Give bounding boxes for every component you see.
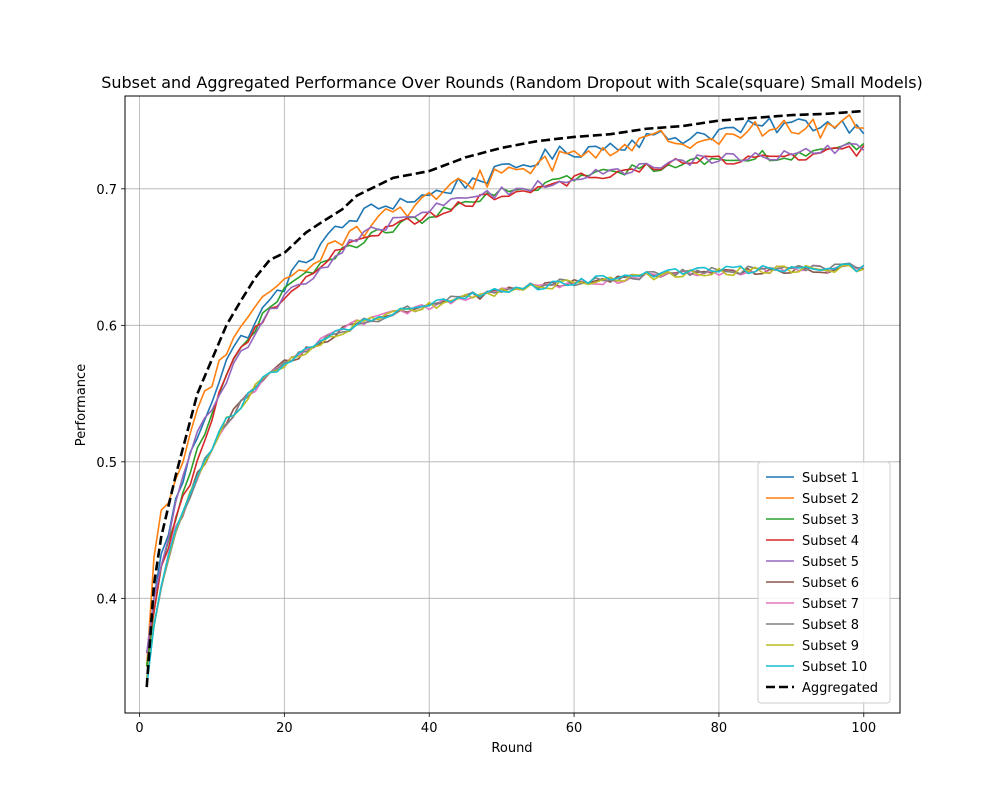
- series-lines: [145, 109, 865, 688]
- legend-label: Subset 4: [802, 534, 859, 549]
- x-tick-label: 0: [135, 721, 143, 736]
- series-line-subset-4: [145, 145, 865, 654]
- y-tick-label: 0.7: [96, 183, 117, 198]
- x-tick-label: 20: [276, 721, 293, 736]
- legend-label: Subset 5: [802, 555, 859, 570]
- series-line-aggregated: [145, 109, 864, 688]
- legend-label: Subset 10: [802, 660, 867, 675]
- legend-label: Subset 3: [802, 513, 859, 528]
- axis-ticks: 0 20 40 60 80 100 0.4 0.5 0.6 0.7: [96, 183, 876, 736]
- series-line-subset-5: [145, 142, 865, 654]
- y-tick-label: 0.4: [96, 592, 117, 607]
- legend-label: Subset 2: [802, 492, 859, 507]
- legend-label: Subset 9: [802, 639, 859, 654]
- plot-area: [124, 95, 901, 714]
- legend-label: Subset 8: [802, 618, 859, 633]
- x-tick-label: 60: [566, 721, 583, 736]
- legend: Subset 1 Subset 2 Subset 3 Subset 4 Subset 5…: [757, 461, 891, 704]
- x-tick-label: 40: [421, 721, 438, 736]
- series-line-subset-10: [145, 263, 865, 688]
- series-line-subset-2: [145, 114, 864, 667]
- series-line-subset-1: [145, 117, 865, 681]
- chart-title: Subset and Aggregated Performance Over R…: [101, 73, 923, 92]
- x-axis-label: Round: [491, 741, 532, 756]
- y-tick-label: 0.6: [96, 319, 117, 334]
- y-tick-label: 0.5: [96, 456, 117, 471]
- legend-label: Subset 1: [802, 471, 859, 486]
- y-axis-label: Performance: [74, 364, 89, 446]
- x-tick-label: 80: [711, 721, 728, 736]
- legend-box: [757, 461, 891, 704]
- legend-label: Subset 7: [802, 597, 859, 612]
- series-line-subset-3: [145, 141, 865, 667]
- grid-lines: [125, 96, 900, 713]
- legend-label: Subset 6: [802, 576, 859, 591]
- legend-label: Aggregated: [802, 681, 878, 696]
- x-tick-label: 100: [851, 721, 876, 736]
